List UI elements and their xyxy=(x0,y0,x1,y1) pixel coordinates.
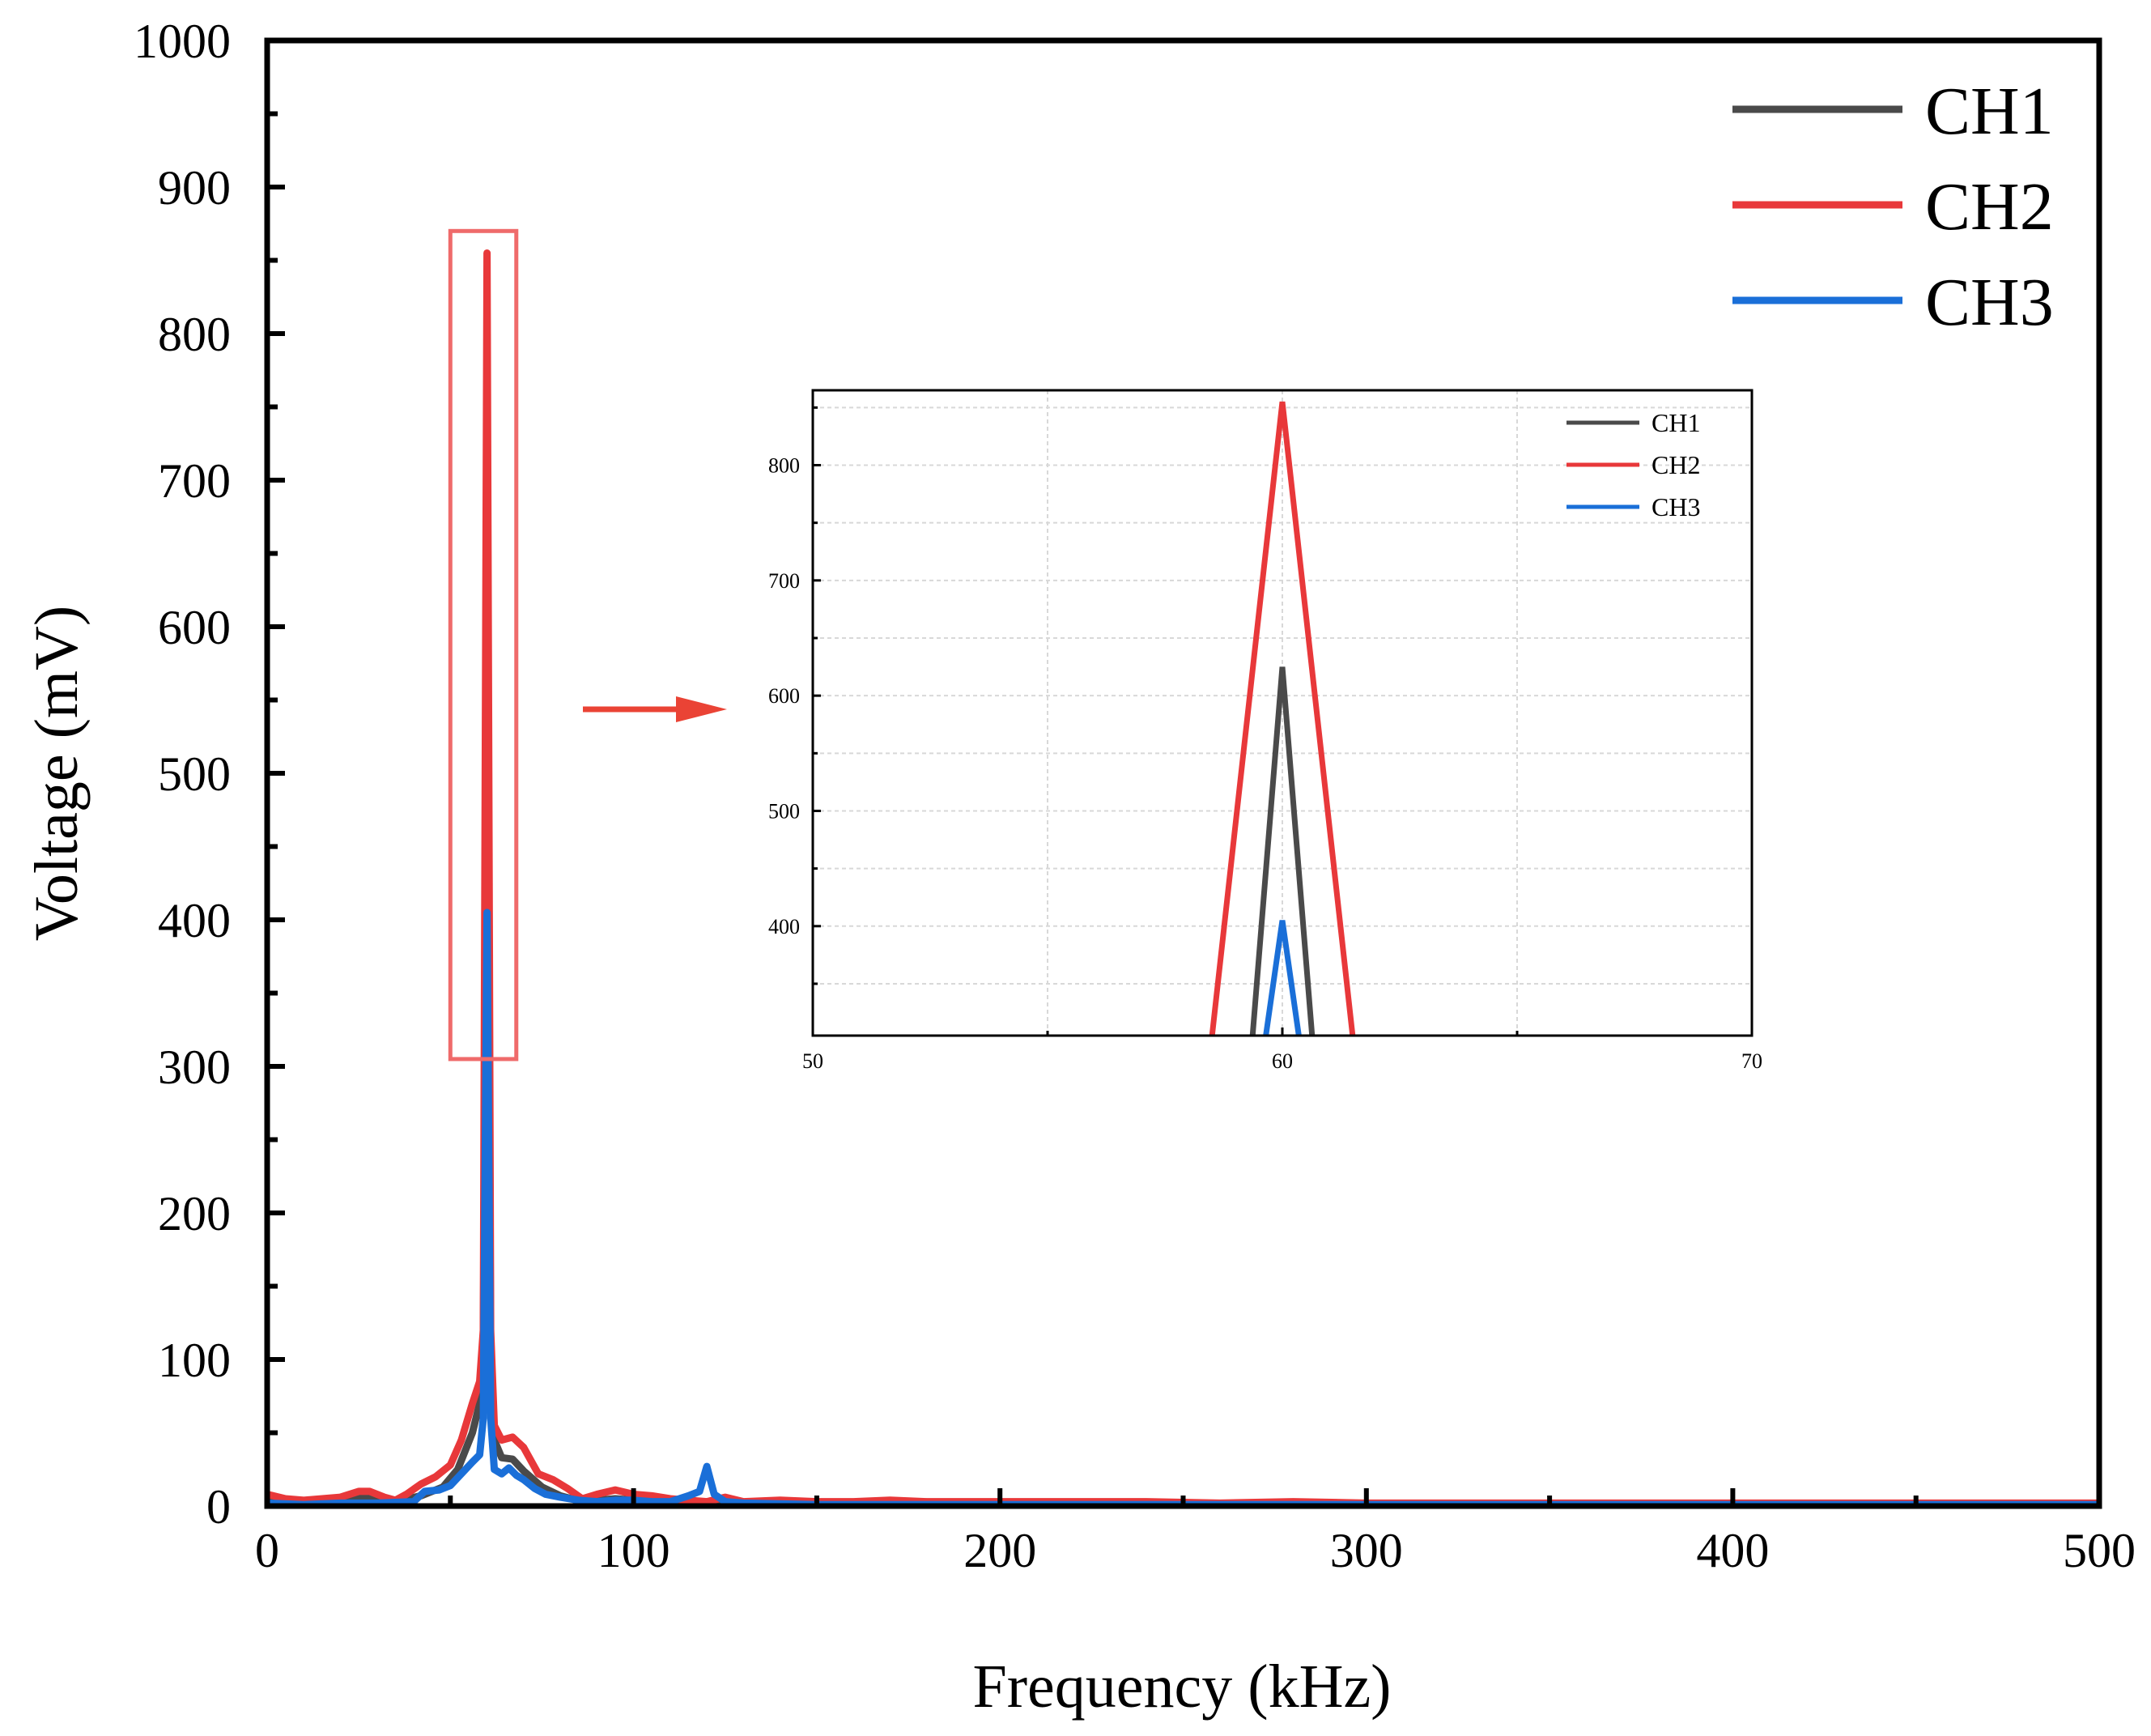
x-tick-label: 200 xyxy=(963,1524,1036,1577)
y-tick-label: 900 xyxy=(158,161,231,215)
inset-y-tick-label: 400 xyxy=(768,915,800,938)
legend-label-ch3: CH3 xyxy=(1925,265,2054,340)
y-tick-label: 300 xyxy=(158,1040,231,1094)
x-tick-label: 0 xyxy=(255,1524,279,1577)
inset-y-tick-label: 600 xyxy=(768,684,800,708)
x-tick-label: 400 xyxy=(1696,1524,1769,1577)
inset-x-tick-label: 60 xyxy=(1272,1049,1293,1073)
inset-y-tick-label: 800 xyxy=(768,454,800,478)
inset-series-line-ch3 xyxy=(1263,920,1302,1036)
inset-x-tick-label: 50 xyxy=(802,1049,823,1073)
y-tick-label: 0 xyxy=(206,1480,231,1534)
y-axis-title: Voltage (mV) xyxy=(23,606,91,941)
x-tick-label: 300 xyxy=(1330,1524,1403,1577)
inset-plot: 50 60 70 400 500 600 700 800 CH1 CH2 CH3 xyxy=(768,389,1762,1073)
zoom-highlight-box xyxy=(448,228,519,1062)
main-legend: CH1 CH2 CH3 xyxy=(1732,74,2054,340)
main-plot: 0 100 200 300 400 500 0 100 200 300 400 500 600 700 80… xyxy=(23,15,2136,1721)
y-tick-label: 400 xyxy=(158,894,231,947)
legend-label-ch1: CH1 xyxy=(1925,74,2054,149)
inset-y-tick-label: 500 xyxy=(768,799,800,823)
zoom-arrow xyxy=(583,696,727,722)
y-tick-label: 500 xyxy=(158,747,231,801)
x-tick-label: 100 xyxy=(597,1524,670,1577)
y-tick-label: 700 xyxy=(158,454,231,508)
y-tick-label: 200 xyxy=(158,1187,231,1240)
inset-legend-label-ch3: CH3 xyxy=(1652,492,1700,521)
y-tick-label: 1000 xyxy=(134,15,231,68)
inset-legend-label-ch1: CH1 xyxy=(1652,408,1700,437)
inset-grid xyxy=(813,390,1752,1036)
y-tick-label: 100 xyxy=(158,1334,231,1387)
x-axis-title: Frequency (kHz) xyxy=(972,1653,1391,1721)
y-tick-label: 800 xyxy=(158,308,231,361)
inset-series-line-ch1 xyxy=(1249,666,1316,1036)
legend-label-ch2: CH2 xyxy=(1925,169,2054,245)
inset-legend: CH1 CH2 CH3 xyxy=(1566,408,1700,521)
x-tick-label: 500 xyxy=(2063,1524,2136,1577)
series-line-ch3 xyxy=(267,908,2099,1506)
inset-x-tick-label: 70 xyxy=(1741,1049,1762,1073)
y-tick-label: 600 xyxy=(158,601,231,654)
inset-legend-label-ch2: CH2 xyxy=(1652,450,1700,479)
inset-y-tick-label: 700 xyxy=(768,569,800,593)
inset-series-line-ch2 xyxy=(1209,401,1356,1036)
